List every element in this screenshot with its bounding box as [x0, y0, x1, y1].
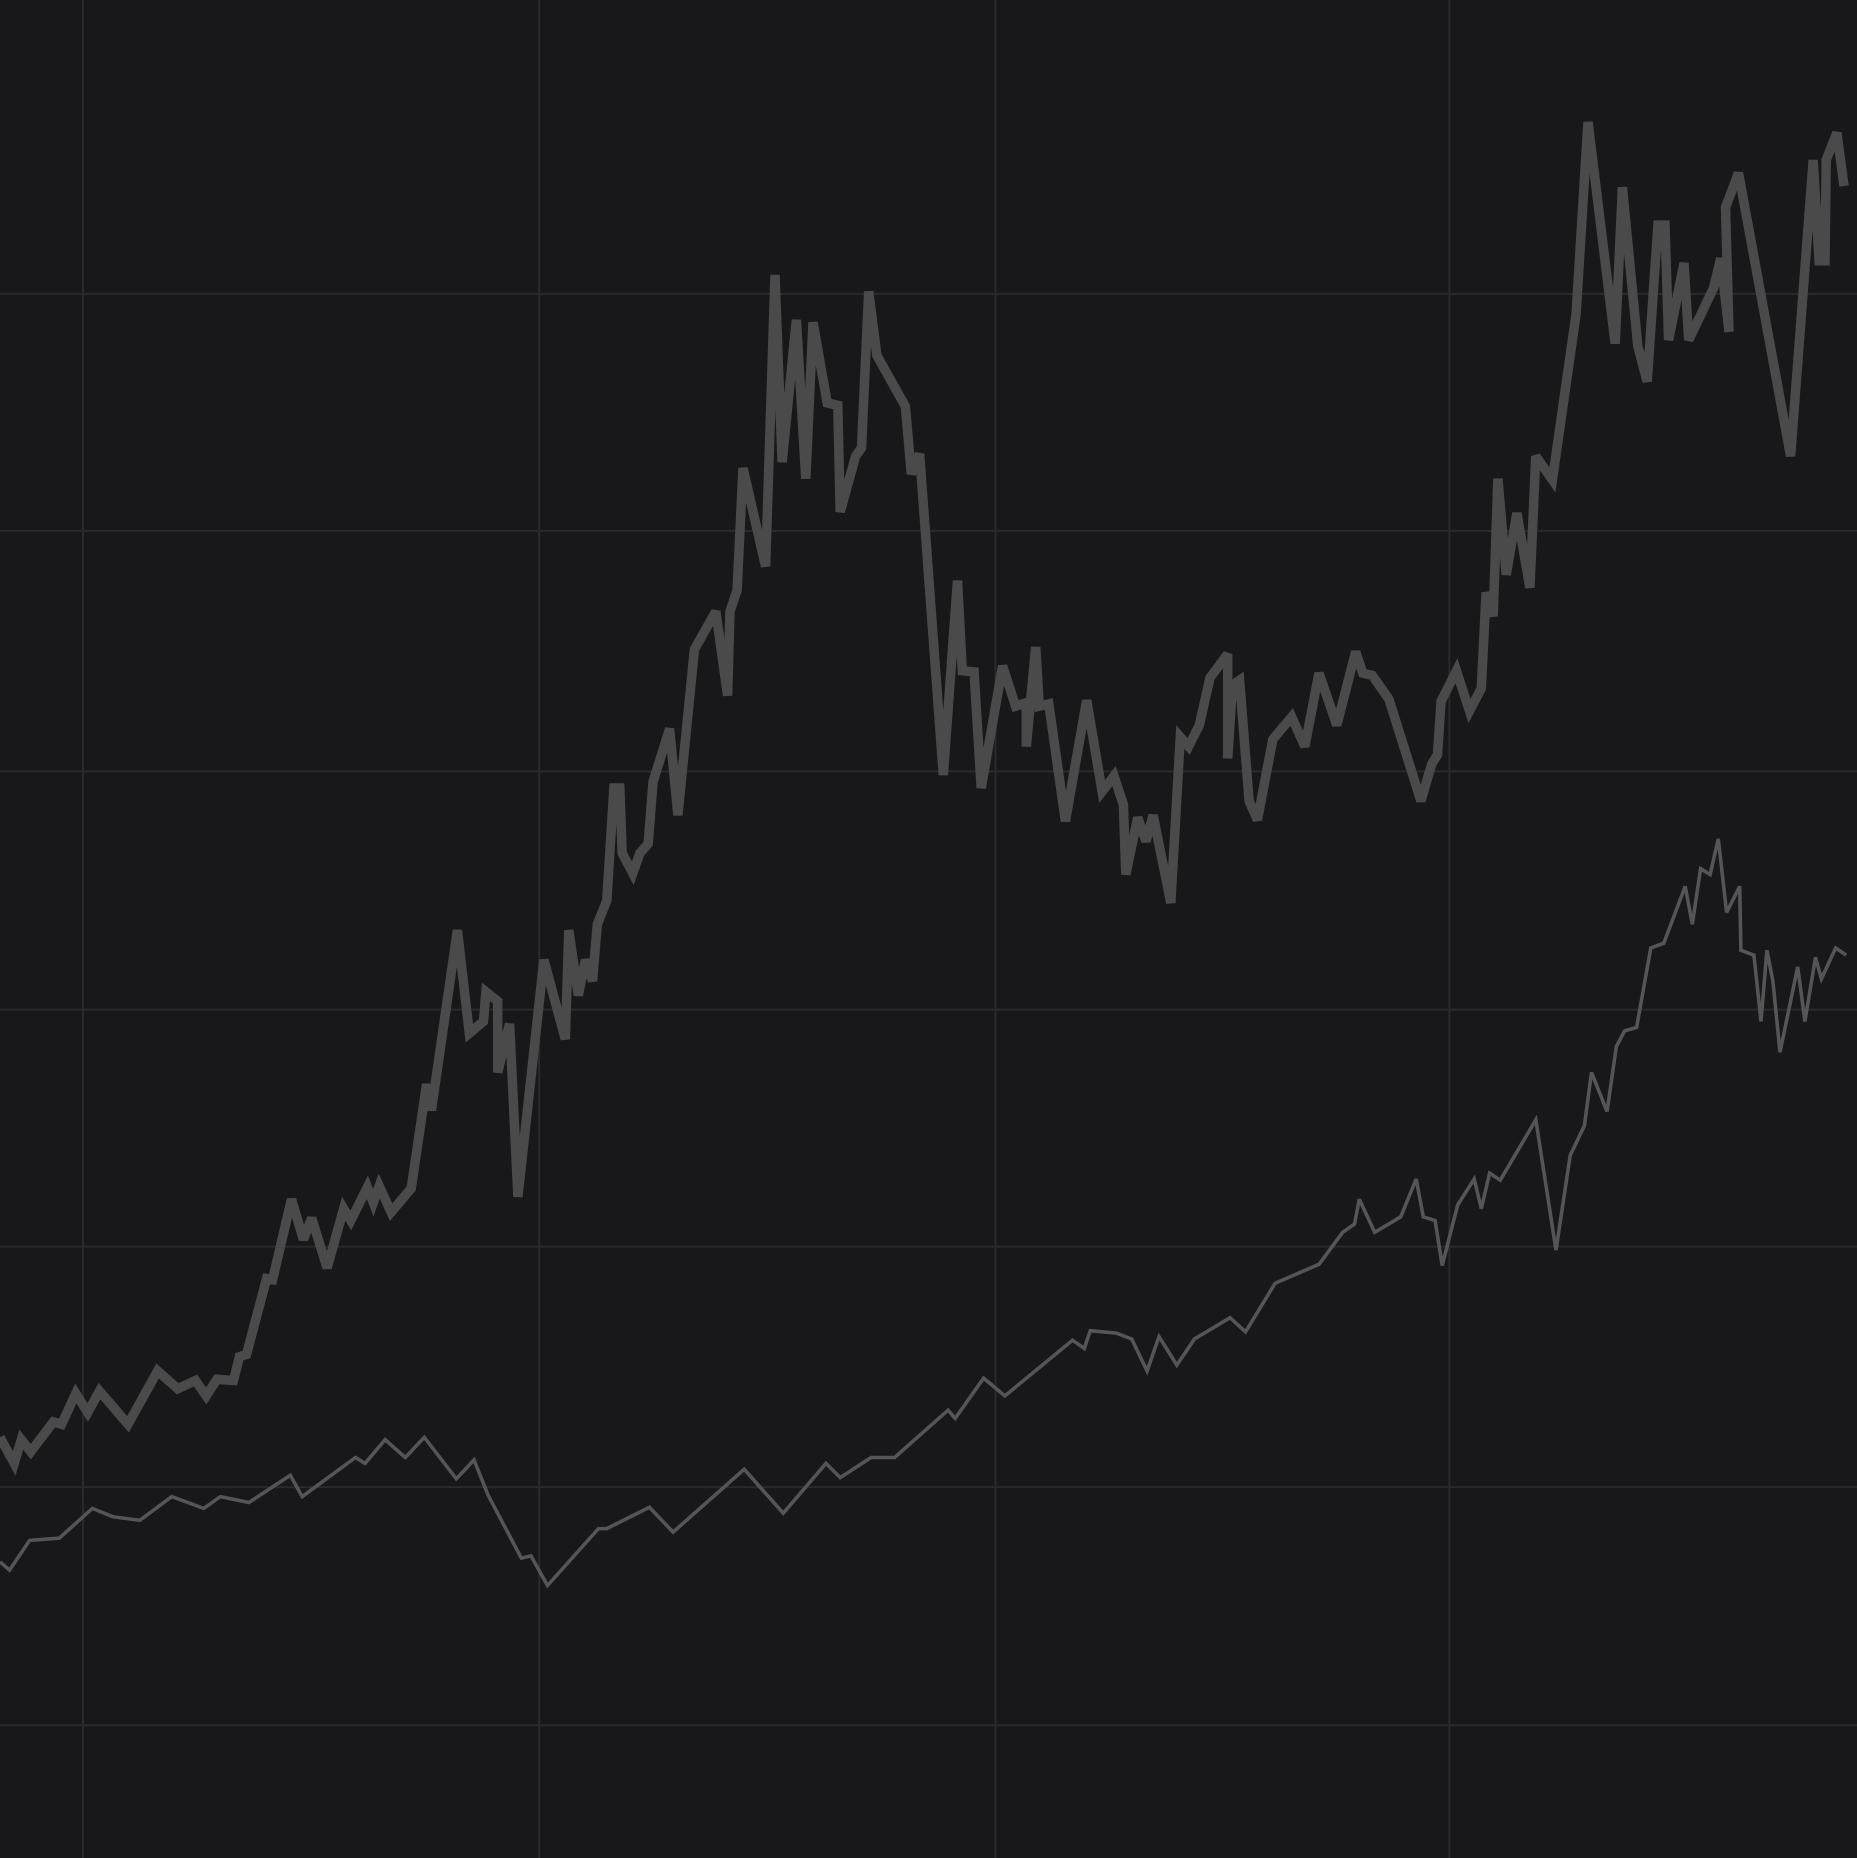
series-line	[0, 121, 1849, 1476]
series-line	[0, 838, 1848, 1589]
